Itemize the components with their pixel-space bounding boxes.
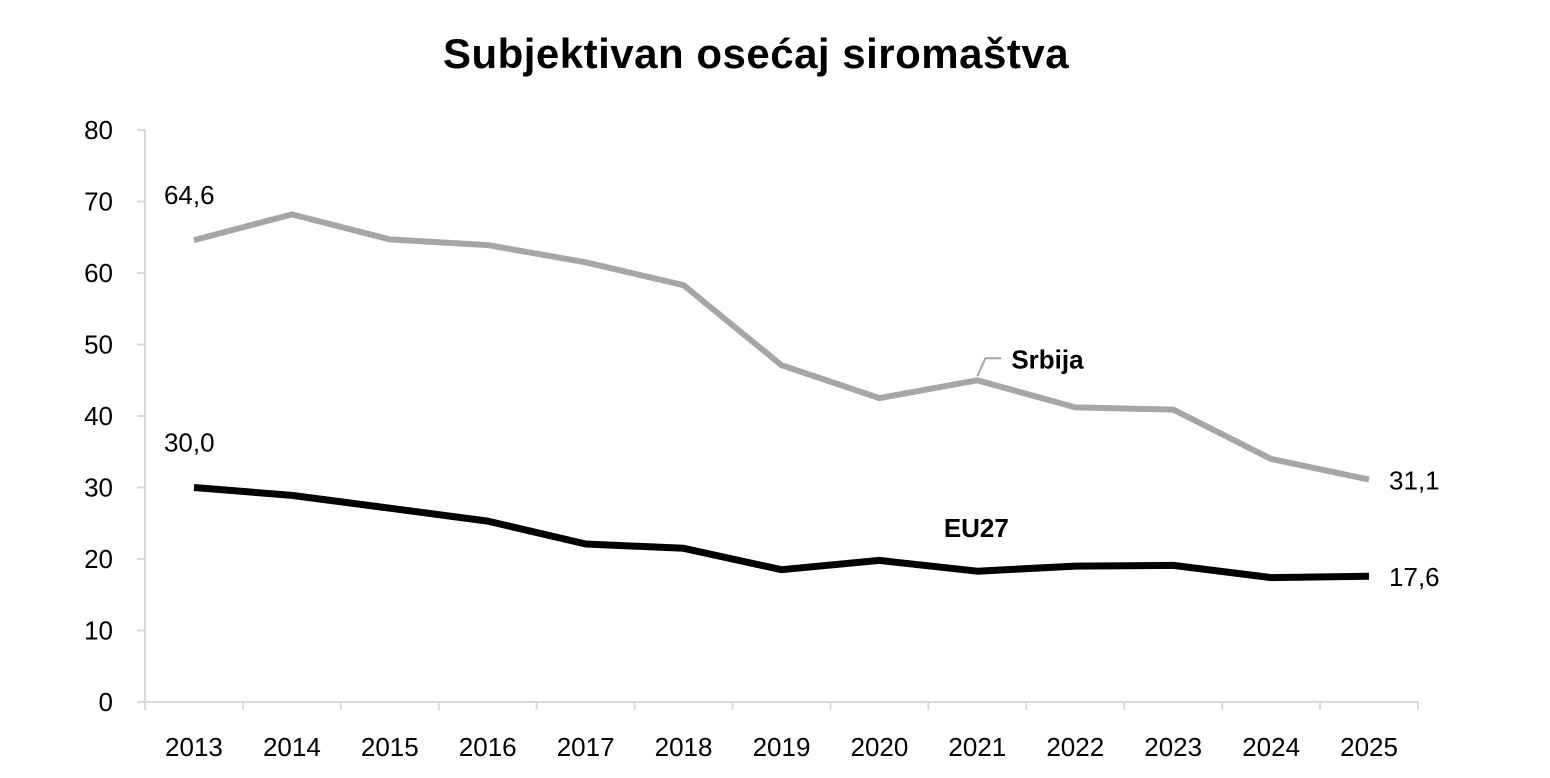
y-tick-label: 50 xyxy=(84,330,113,360)
x-tick-label: 2019 xyxy=(753,732,811,762)
y-tick-label: 10 xyxy=(84,616,113,646)
x-tick-label: 2017 xyxy=(557,732,615,762)
y-tick-label: 60 xyxy=(84,258,113,288)
x-tick-label: 2024 xyxy=(1242,732,1300,762)
y-tick-label: 70 xyxy=(84,187,113,217)
series-line-srbija xyxy=(193,211,1370,483)
x-tick-label: 2018 xyxy=(655,732,713,762)
series-line-eu27 xyxy=(193,484,1370,582)
y-tick-label: 20 xyxy=(84,544,113,574)
data-label-eu27-start: 30,0 xyxy=(164,428,215,458)
axes: 0 10 20 30 40 50 60 70 80 2013 2014 2015 2016 2017 201… xyxy=(84,115,1419,762)
x-tick-label: 2020 xyxy=(851,732,909,762)
x-tick-label: 2015 xyxy=(361,732,419,762)
y-tick-label: 0 xyxy=(99,687,113,717)
series-label-srbija: Srbija xyxy=(1011,344,1084,374)
data-label-eu27-end: 17,6 xyxy=(1389,562,1440,592)
x-tick-label: 2022 xyxy=(1046,732,1104,762)
y-tick-label: 30 xyxy=(84,473,113,503)
x-tick-label: 2023 xyxy=(1144,732,1202,762)
data-label-srbija-start: 64,6 xyxy=(164,180,215,210)
srbija-leader-line xyxy=(976,357,1002,377)
x-tick-label: 2013 xyxy=(165,732,223,762)
chart-title: Subjektivan osećaj siromaštva xyxy=(442,30,1070,77)
series-label-eu27: EU27 xyxy=(944,513,1009,543)
x-tick-label: 2025 xyxy=(1340,732,1398,762)
x-tick-label: 2016 xyxy=(459,732,517,762)
y-tick-label: 80 xyxy=(84,115,113,145)
x-tick-label: 2014 xyxy=(263,732,321,762)
data-label-srbija-end: 31,1 xyxy=(1389,466,1440,496)
data-labels: 64,6 31,1 30,0 17,6 Srbija EU27 xyxy=(164,180,1440,592)
series-lines xyxy=(193,211,1370,582)
x-tick-label: 2021 xyxy=(948,732,1006,762)
y-tick-label: 40 xyxy=(84,401,113,431)
